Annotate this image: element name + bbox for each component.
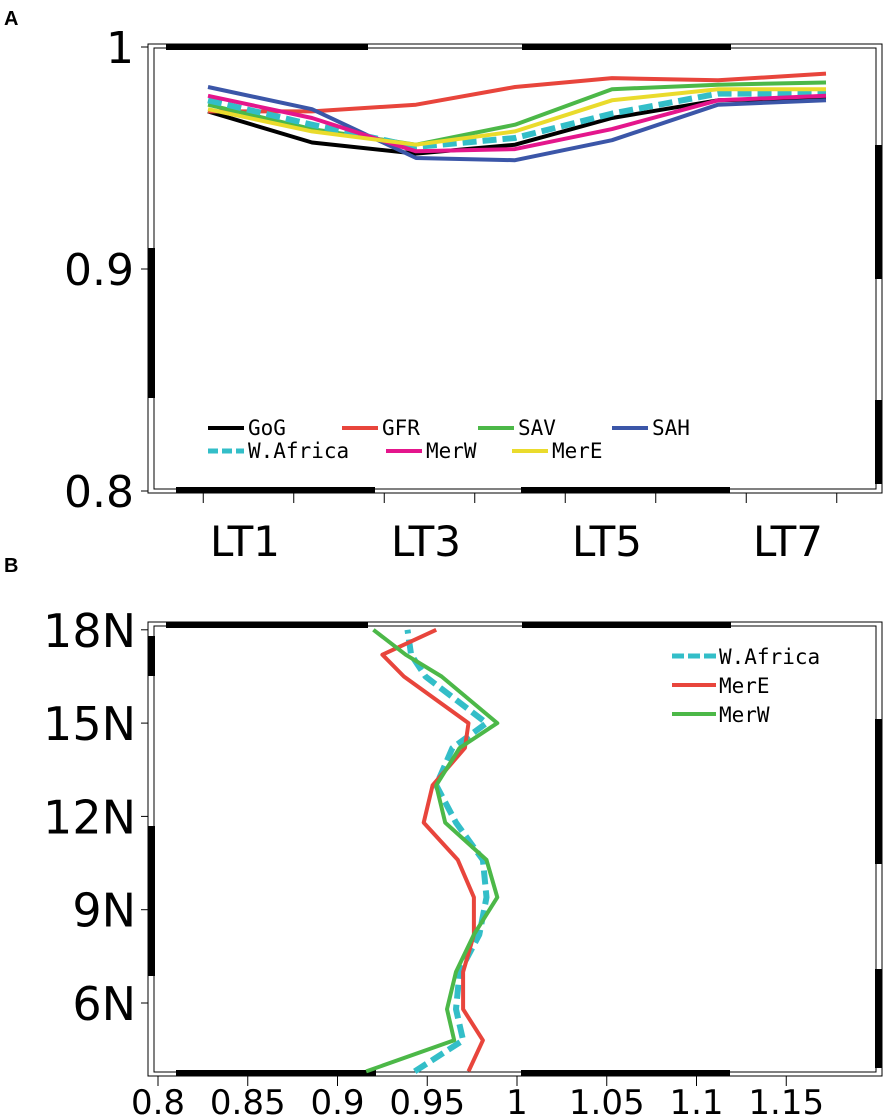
panel-a-y-ticks: 0.8 0.9 1: [64, 23, 148, 518]
panel-b-frame-left-seg-0: [148, 636, 155, 676]
panel-b-legend: W.Africa MerE MerW: [672, 645, 820, 727]
panel-a-legend-label-sav: SAV: [518, 416, 556, 440]
panel-a-legend-label-mere: MerE: [552, 439, 603, 463]
panel-a-frame-right-seg-1: [875, 400, 882, 484]
panel-b-frame-bottom-bar-0: [176, 1070, 376, 1076]
panel-a-x-ticks: LT1 LT3 LT5 LT7: [202, 493, 838, 566]
panel-a-frame-left-bar-1: [148, 248, 155, 398]
panel-a-series-merw: [207, 93, 827, 154]
panel-b-x-tick-label-3: 0.95: [389, 1083, 465, 1117]
panel-a-frame-right-seg-0: [875, 145, 882, 279]
panel-a-series-w-africa: [207, 90, 826, 150]
panel-b-y-tick-label-2: 12N: [43, 790, 136, 844]
panel-b-series-merw: [365, 628, 500, 1074]
panel-b-x-tick-label-5: 1.05: [569, 1083, 645, 1117]
panel-a-series-sav: [207, 80, 827, 147]
panel-a-legend: GoG GFR SAV SAH W.Africa MerW MerE: [208, 416, 690, 463]
panel-b-x-tick-label-0: 0.8: [131, 1083, 185, 1117]
panel-b-frame-right-seg-1: [875, 969, 882, 1068]
panel-a: 0.8 0.9 1 LT1 LT3 LT5 LT7 GoG GFR SAV SAH W.Afric…: [64, 23, 883, 566]
panel-b-y-tick-label-0: 6N: [72, 977, 136, 1031]
panel-b-x-tick-label-7: 1.15: [748, 1083, 824, 1117]
panel-a-series: [207, 71, 827, 163]
panel-b-x-tick-label-6: 1.1: [669, 1083, 723, 1117]
panel-a-legend-label-merw: MerW: [426, 439, 477, 463]
panel-b-y-ticks: 6N 9N 12N 15N 18N: [43, 604, 148, 1031]
panel-a-frame-top-bar-0: [166, 44, 368, 50]
panel-a-y-tick-label-1: 0.9: [64, 245, 134, 296]
panel-b-frame: [147, 621, 883, 1077]
panel-b-series-w-africa: [404, 629, 490, 1074]
panel-b-legend-label-merw: MerW: [719, 703, 770, 727]
panel-b-frame-left-seg-1: [148, 826, 155, 976]
panel-a-frame-bottom-bar-1: [521, 487, 730, 493]
panel-b: 6N 9N 12N 15N 18N 0.8 0.85 0.9 0.95 1 1.05 1.1 1.15…: [43, 604, 883, 1117]
panel-b-y-tick-label-4: 18N: [43, 604, 136, 658]
panel-label-a: A: [4, 8, 18, 30]
panel-a-legend-label-gog: GoG: [248, 416, 286, 440]
panel-a-y-tick-label-0: 0.8: [64, 467, 134, 518]
panel-b-frame-border: [147, 621, 883, 1077]
panel-b-series: [365, 627, 500, 1074]
panel-b-frame-right-seg-0: [875, 719, 882, 864]
panel-b-frame-top-bar-0: [166, 622, 368, 628]
panel-b-y-tick-label-1: 9N: [72, 884, 136, 938]
panel-a-frame-top-bar-1: [522, 44, 731, 50]
panel-a-y-tick-label-2: 1: [106, 23, 134, 74]
panel-b-legend-label-mere: MerE: [719, 674, 770, 698]
panel-a-frame: [147, 43, 883, 494]
panel-b-frame-top-bar-1: [522, 622, 731, 628]
panel-b-x-tick-label-1: 0.85: [210, 1083, 286, 1117]
panel-label-b: B: [4, 555, 18, 577]
panel-b-series-mere: [380, 627, 485, 1073]
panel-a-legend-label-w-africa: W.Africa: [248, 439, 349, 463]
panel-a-legend-label-gfr: GFR: [382, 416, 420, 440]
panel-a-series-sah: [207, 85, 827, 163]
panel-b-x-tick-label-2: 0.9: [310, 1083, 364, 1117]
panel-b-legend-label-w-africa: W.Africa: [719, 645, 820, 669]
panel-a-series-mere: [207, 87, 826, 147]
panel-b-frame-bottom-bar-1: [521, 1070, 730, 1076]
panel-a-x-tick-label-lt3: LT3: [391, 517, 461, 566]
panel-b-x-ticks: 0.8 0.85 0.9 0.95 1 1.05 1.1 1.15: [131, 1076, 824, 1117]
panel-b-x-tick-label-4: 1: [506, 1083, 528, 1117]
panel-a-legend-label-sah: SAH: [652, 416, 690, 440]
panel-b-y-tick-label-3: 15N: [43, 697, 136, 751]
panel-a-x-tick-label-lt5: LT5: [572, 517, 642, 566]
panel-a-frame-bottom-bar-0: [176, 487, 375, 493]
panel-a-x-tick-label-lt7: LT7: [753, 517, 823, 566]
panel-a-x-tick-label-lt1: LT1: [210, 517, 280, 566]
